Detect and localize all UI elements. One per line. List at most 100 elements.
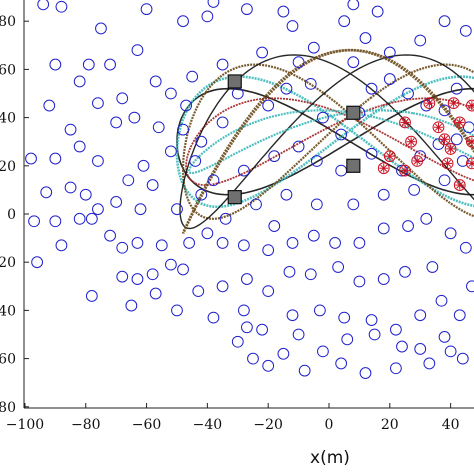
- target-circle: [447, 97, 460, 110]
- scatter-point: [231, 335, 244, 348]
- scatter-point: [92, 97, 104, 110]
- scatter-point: [353, 275, 366, 288]
- scatter-point: [438, 104, 451, 117]
- target-spoke: [456, 118, 464, 126]
- scatter-point: [186, 70, 199, 83]
- target-spoke: [456, 181, 464, 189]
- scatter-point: [104, 229, 116, 242]
- scatter-layer: [25, 0, 474, 379]
- anchor-marker: [346, 158, 361, 173]
- target-point: [438, 133, 451, 146]
- scatter-point: [180, 99, 192, 112]
- scatter-point: [219, 212, 232, 225]
- target-point: [377, 162, 390, 175]
- scatter-point: [241, 273, 253, 285]
- y-tick-label: 40: [0, 111, 16, 127]
- x-axis-label: x(m): [310, 448, 350, 468]
- scatter-point: [152, 121, 165, 134]
- scatter-point: [49, 215, 62, 228]
- scatter-point: [262, 99, 275, 112]
- scatter-point: [310, 198, 323, 211]
- scatter-point: [353, 237, 366, 249]
- scatter-point: [304, 77, 317, 90]
- target-point: [453, 116, 466, 129]
- scatter-point: [438, 331, 451, 343]
- scatter-point: [79, 188, 92, 201]
- x-tick-label: 40: [442, 417, 460, 433]
- scatter-point: [438, 174, 451, 187]
- y-tick-label: 80: [0, 14, 16, 30]
- scatter-point: [128, 111, 141, 124]
- scatter-point: [365, 147, 378, 160]
- scatter-point: [177, 123, 189, 136]
- scatter-point: [277, 347, 290, 360]
- scatter-point: [171, 203, 183, 216]
- scatter-point: [313, 304, 326, 317]
- scatter-point: [450, 133, 463, 146]
- scatter-point: [247, 352, 259, 365]
- anchor-layer: [227, 74, 361, 205]
- target-spoke: [401, 167, 409, 175]
- target-point: [399, 164, 411, 177]
- x-tick-label: −60: [132, 417, 162, 433]
- scatter-point: [131, 237, 144, 249]
- scatter-point: [341, 333, 354, 346]
- anchor-marker: [346, 105, 361, 120]
- scatter-point: [338, 311, 351, 324]
- y-tick-label: 80: [0, 400, 16, 416]
- scatter-point: [450, 82, 463, 95]
- scatter-point: [122, 174, 135, 187]
- scatter-point: [195, 135, 208, 148]
- scatter-point: [73, 140, 86, 153]
- scatter-point: [402, 220, 414, 232]
- target-circle: [441, 157, 454, 170]
- target-circle: [383, 150, 396, 163]
- scatter-point: [164, 145, 177, 158]
- target-circle: [423, 97, 436, 110]
- target-point: [432, 121, 445, 134]
- target-spoke: [444, 159, 452, 167]
- scatter-point: [438, 15, 451, 28]
- scatter-point: [420, 212, 433, 225]
- scatter-point: [347, 198, 360, 211]
- scatter-point: [462, 121, 474, 134]
- scatter-point: [414, 34, 427, 47]
- scatter-point: [423, 357, 436, 370]
- scatter-point: [164, 87, 177, 100]
- scatter-point: [40, 186, 53, 199]
- x-tick-label: −20: [253, 417, 283, 433]
- target-point: [423, 97, 436, 110]
- scatter-point: [49, 58, 62, 71]
- scatter-point: [207, 174, 220, 187]
- scatter-point: [237, 239, 250, 252]
- scatter-point: [377, 222, 390, 235]
- scatter-point: [365, 314, 378, 326]
- target-spoke: [468, 102, 474, 110]
- scatter-point: [414, 309, 427, 322]
- scatter-point: [377, 273, 390, 285]
- scatter-point: [426, 261, 439, 273]
- scatter-point: [134, 203, 147, 216]
- scatter-point: [292, 140, 305, 153]
- target-circle: [377, 162, 390, 175]
- scatter-point: [55, 0, 68, 13]
- scatter-point: [250, 198, 262, 211]
- target-spoke: [407, 138, 415, 146]
- scatter-point: [149, 75, 162, 88]
- target-spoke: [468, 138, 474, 146]
- trajectory-curve-6: [187, 109, 474, 175]
- trajectory-layer: [175, 48, 474, 234]
- trajectory-curve-4: [185, 97, 474, 187]
- scatter-point: [116, 92, 129, 105]
- scatter-point: [435, 294, 448, 307]
- scatter-point: [432, 138, 445, 151]
- scatter-point: [414, 343, 427, 355]
- y-tick-label: 60: [0, 62, 16, 78]
- y-tick-label: 20: [0, 255, 16, 271]
- scatter-point: [95, 22, 107, 35]
- scatter-point: [49, 152, 62, 165]
- scatter-point: [317, 345, 329, 358]
- target-point: [444, 143, 457, 155]
- scatter-point: [402, 87, 414, 100]
- scatter-point: [201, 227, 214, 240]
